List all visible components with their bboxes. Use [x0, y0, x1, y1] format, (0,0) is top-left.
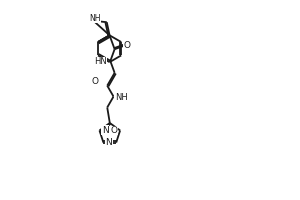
- Text: N: N: [105, 138, 112, 147]
- Text: N: N: [102, 126, 109, 135]
- Text: NH: NH: [115, 93, 128, 102]
- Text: NH: NH: [89, 14, 101, 23]
- Text: O: O: [92, 77, 99, 86]
- Text: O: O: [111, 126, 118, 135]
- Text: O: O: [124, 41, 131, 50]
- Text: HN: HN: [94, 57, 107, 66]
